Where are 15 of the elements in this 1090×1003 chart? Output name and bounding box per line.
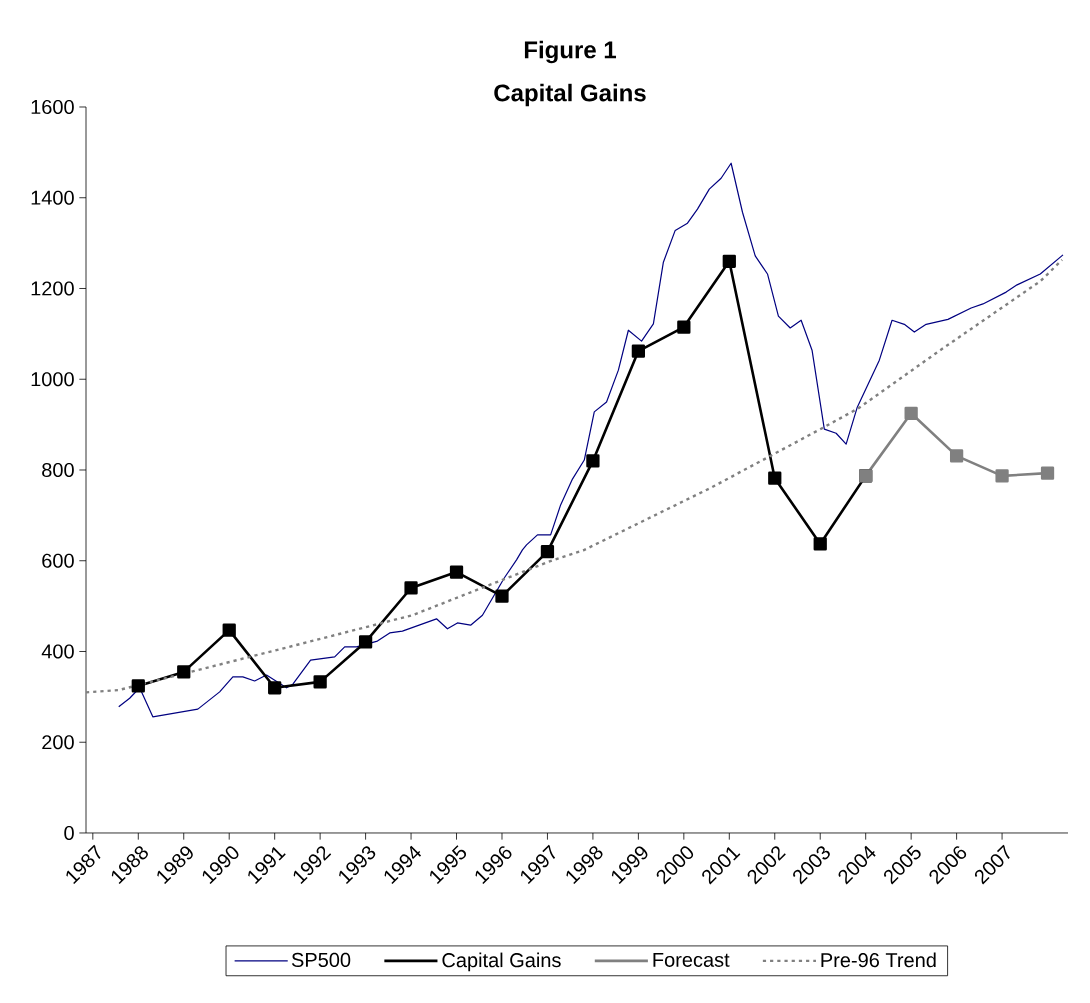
- legend-label: SP500: [291, 952, 351, 967]
- legend-label: Forecast: [653, 952, 730, 967]
- chart-title: Figure 1: [524, 40, 617, 64]
- legend-label: Pre-96 Trend: [821, 952, 936, 968]
- chart-subtitle: Capital Gains: [494, 83, 646, 107]
- y-tick-label: 800: [42, 462, 74, 478]
- y-tick-label: 600: [42, 553, 74, 568]
- legend-label: Capital Gains: [442, 952, 561, 972]
- y-tick-label: 200: [42, 735, 74, 750]
- y-tick-label: 1600: [31, 99, 74, 115]
- y-tick-label: 400: [41, 644, 74, 659]
- y-tick-label: 1400: [31, 190, 74, 205]
- y-tick-label: 1000: [31, 372, 74, 387]
- y-tick-label: 1200: [31, 281, 74, 296]
- y-tick-label: 0: [64, 825, 74, 841]
